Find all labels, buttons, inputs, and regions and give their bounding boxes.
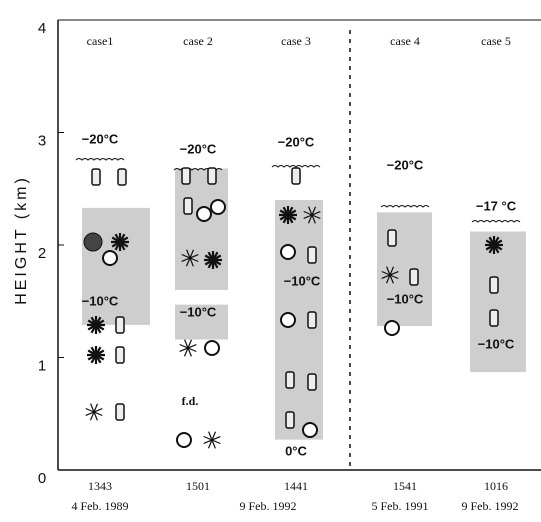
crystal-column [115, 346, 125, 364]
y-tick-label: 0 [38, 470, 46, 487]
crystal-column [489, 309, 499, 327]
crystal-column [207, 167, 217, 185]
graupel [196, 206, 212, 222]
note: f.d. [182, 394, 199, 408]
graupel [280, 244, 296, 260]
temperature-label: −20°C [387, 157, 424, 172]
crystal-column [183, 197, 193, 215]
crystal-column [307, 311, 317, 329]
temperature-label: −10°C [387, 291, 424, 306]
temperature-label: −20°C [180, 141, 217, 156]
crystal-column [117, 168, 127, 186]
crystal-cross [303, 206, 321, 224]
crystal-column [91, 168, 101, 186]
plate [83, 232, 103, 252]
crystal-dendrite [485, 236, 503, 254]
crystal-column [291, 167, 301, 185]
graupel [102, 250, 118, 266]
temperature-label: −20°C [82, 131, 119, 146]
time-label: 1343 [88, 479, 112, 493]
shaded-range [175, 304, 228, 340]
graupel [280, 312, 296, 328]
case-label: case 2 [183, 34, 213, 48]
y-tick-label: 3 [38, 132, 46, 149]
temperature-label: −10°C [180, 304, 217, 319]
y-axis-label: HEIGHT (km) [13, 175, 30, 305]
time-label: 1016 [484, 479, 508, 493]
crystal-column [181, 167, 191, 185]
crystal-column [115, 316, 125, 334]
crystal-column [115, 403, 125, 421]
isotherm-wave [471, 220, 521, 223]
y-tick-label: 1 [38, 357, 46, 374]
crystal-cross [181, 249, 199, 267]
crystal-column [307, 246, 317, 264]
crystal-column [409, 268, 419, 286]
crystal-cross [85, 403, 103, 421]
crystal-column [307, 373, 317, 391]
temperature-label: −20°C [278, 134, 315, 149]
graupel [204, 340, 220, 356]
temperature-label: −10°C [478, 336, 515, 351]
temperature-label: −10°C [284, 273, 321, 288]
date-label: 9 Feb. 1992 [462, 499, 519, 513]
date-label: 5 Feb. 1991 [372, 499, 429, 513]
crystal-dendrite [87, 346, 105, 364]
crystal-dendrite [111, 233, 129, 251]
date-label: 4 Feb. 1989 [72, 499, 129, 513]
shaded-range [470, 231, 526, 373]
time-label: 1441 [284, 479, 308, 493]
crystal-cross [179, 339, 197, 357]
y-tick-label: 2 [38, 245, 46, 262]
crystal-column [387, 229, 397, 247]
graupel [302, 422, 318, 438]
temperature-label: −10°C [82, 293, 119, 308]
y-tick-label: 4 [38, 20, 46, 37]
graupel [210, 199, 226, 215]
case-label: case1 [87, 34, 114, 48]
date-label: 9 Feb. 1992 [240, 499, 297, 513]
case-label: case 5 [481, 34, 511, 48]
graupel [384, 320, 400, 336]
temperature-label: −17 °C [476, 198, 517, 213]
time-label: 1541 [393, 479, 417, 493]
case-label: case 4 [390, 34, 420, 48]
graupel [176, 432, 192, 448]
crystal-dendrite [87, 316, 105, 334]
crystal-cross [203, 431, 221, 449]
temperature-label: 0°C [285, 443, 307, 458]
time-label: 1501 [186, 479, 210, 493]
crystal-column [489, 276, 499, 294]
crystal-dendrite [204, 251, 222, 269]
isotherm-wave [75, 158, 125, 161]
isotherm-wave [380, 205, 430, 208]
crystal-column [285, 411, 295, 429]
shaded-range [82, 207, 150, 325]
isotherm-wave [271, 165, 321, 168]
shaded-range [175, 168, 228, 290]
shaded-range [377, 212, 432, 326]
case-label: case 3 [281, 34, 311, 48]
crystal-dendrite [279, 206, 297, 224]
crystal-cross [381, 266, 399, 284]
crystal-column [285, 371, 295, 389]
